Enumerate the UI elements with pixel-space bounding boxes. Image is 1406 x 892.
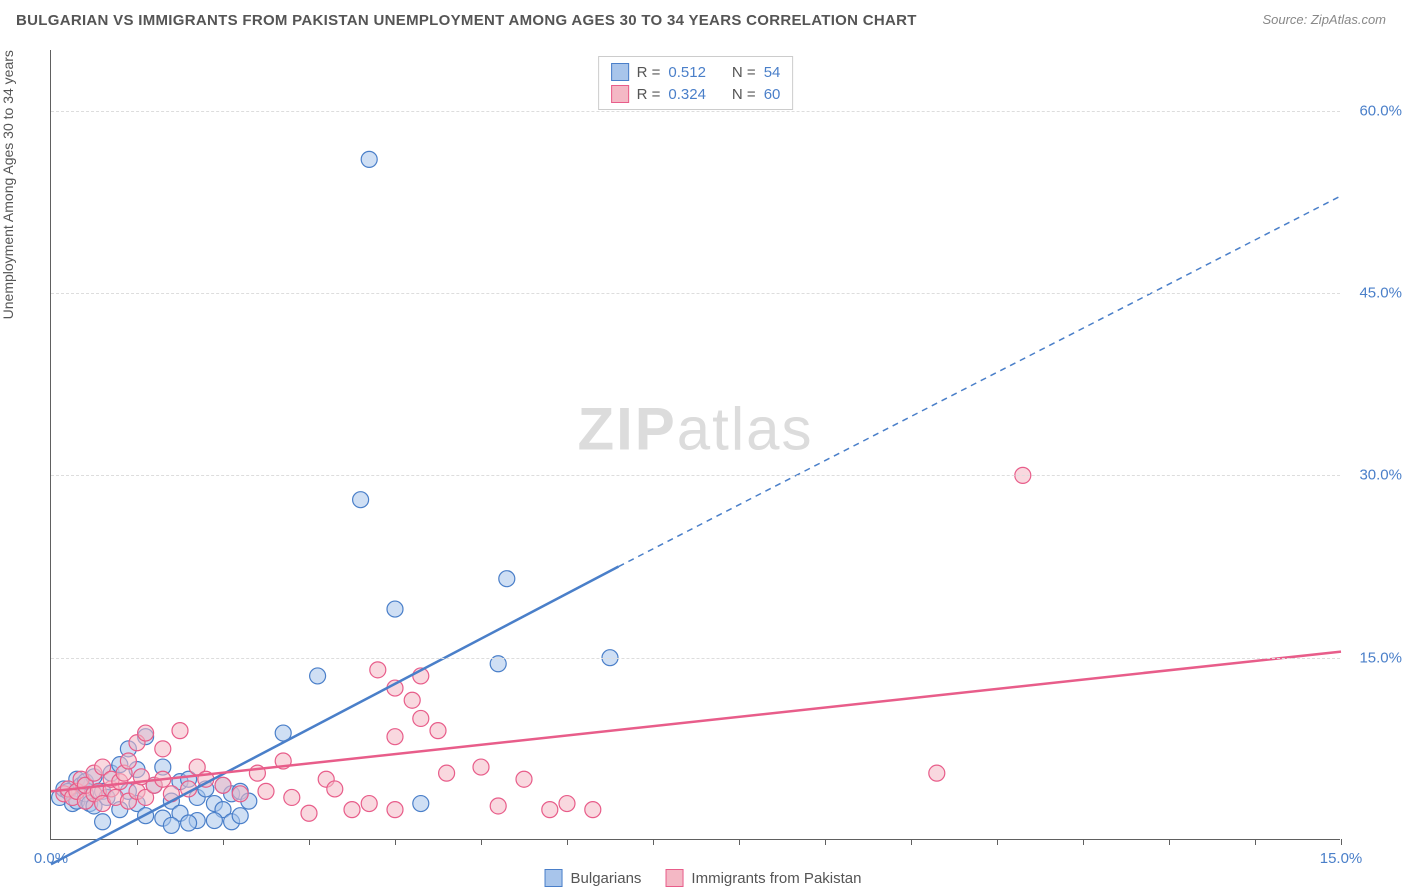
data-point — [310, 668, 326, 684]
y-tick-label: 30.0% — [1347, 467, 1402, 484]
data-point — [120, 753, 136, 769]
source-attribution: Source: ZipAtlas.com — [1262, 12, 1386, 27]
data-point — [361, 151, 377, 167]
x-tick — [911, 839, 912, 845]
y-tick-label: 45.0% — [1347, 285, 1402, 302]
data-point — [258, 783, 274, 799]
legend-label: Bulgarians — [571, 870, 642, 887]
x-tick — [309, 839, 310, 845]
gridline — [51, 111, 1340, 112]
data-point — [163, 817, 179, 833]
data-point — [490, 798, 506, 814]
data-point — [370, 662, 386, 678]
y-axis-label: Unemployment Among Ages 30 to 34 years — [0, 50, 16, 319]
plot-area: ZIPatlas R =0.512N =54R =0.324N =60 15.0… — [50, 50, 1340, 840]
data-point — [172, 723, 188, 739]
data-point — [439, 765, 455, 781]
data-point — [413, 710, 429, 726]
data-point — [327, 781, 343, 797]
data-point — [361, 796, 377, 812]
data-point — [155, 741, 171, 757]
x-tick — [1169, 839, 1170, 845]
data-point — [387, 802, 403, 818]
data-point — [473, 759, 489, 775]
y-tick-label: 60.0% — [1347, 102, 1402, 119]
y-tick-label: 15.0% — [1347, 649, 1402, 666]
x-tick — [825, 839, 826, 845]
data-point — [542, 802, 558, 818]
data-point — [585, 802, 601, 818]
x-tick — [395, 839, 396, 845]
x-tick — [1255, 839, 1256, 845]
data-point — [516, 771, 532, 787]
trend-line — [51, 567, 619, 865]
data-point — [301, 805, 317, 821]
data-point — [215, 777, 231, 793]
data-point — [95, 814, 111, 830]
x-tick — [137, 839, 138, 845]
data-point — [138, 725, 154, 741]
x-tick — [1341, 839, 1342, 845]
data-point — [387, 601, 403, 617]
legend-swatch — [545, 869, 563, 887]
x-tick — [997, 839, 998, 845]
data-point — [232, 808, 248, 824]
x-tick — [1083, 839, 1084, 845]
data-point — [284, 789, 300, 805]
gridline — [51, 475, 1340, 476]
data-point — [499, 571, 515, 587]
trend-line — [51, 652, 1341, 792]
legend-item: Immigrants from Pakistan — [665, 869, 861, 887]
data-point — [232, 786, 248, 802]
data-point — [929, 765, 945, 781]
x-tick — [567, 839, 568, 845]
x-tick — [223, 839, 224, 845]
data-point — [206, 813, 222, 829]
data-point — [181, 815, 197, 831]
data-point — [353, 492, 369, 508]
legend-item: Bulgarians — [545, 869, 642, 887]
gridline — [51, 658, 1340, 659]
data-point — [404, 692, 420, 708]
data-point — [559, 796, 575, 812]
x-tick-label: 0.0% — [34, 850, 68, 867]
chart-title: BULGARIAN VS IMMIGRANTS FROM PAKISTAN UN… — [16, 12, 917, 29]
x-tick — [481, 839, 482, 845]
x-tick — [739, 839, 740, 845]
gridline — [51, 293, 1340, 294]
legend-label: Immigrants from Pakistan — [691, 870, 861, 887]
series-legend: Bulgarians Immigrants from Pakistan — [545, 869, 862, 887]
trend-line — [619, 196, 1341, 567]
legend-swatch — [665, 869, 683, 887]
chart-svg — [51, 50, 1340, 839]
data-point — [430, 723, 446, 739]
data-point — [413, 796, 429, 812]
data-point — [387, 729, 403, 745]
x-tick — [653, 839, 654, 845]
x-tick-label: 15.0% — [1320, 850, 1363, 867]
data-point — [344, 802, 360, 818]
